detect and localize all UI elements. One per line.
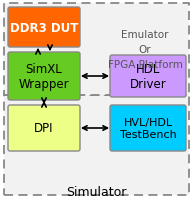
Text: Emulator
Or
FPGA Platform: Emulator Or FPGA Platform [108, 30, 182, 69]
Text: DDR3 DUT: DDR3 DUT [10, 21, 78, 34]
FancyBboxPatch shape [8, 8, 80, 48]
FancyBboxPatch shape [8, 105, 80, 151]
FancyBboxPatch shape [110, 56, 186, 98]
FancyBboxPatch shape [8, 53, 80, 101]
Bar [4, 4, 189, 95]
Text: HVL/HDL
TestBench: HVL/HDL TestBench [120, 118, 176, 139]
FancyBboxPatch shape [110, 105, 186, 151]
Text: SimXL
Wrapper: SimXL Wrapper [19, 63, 69, 91]
Text: HDL
Driver: HDL Driver [130, 63, 166, 91]
Text: Simulator: Simulator [66, 185, 126, 197]
Bar [4, 95, 189, 195]
Text: DPI: DPI [34, 122, 54, 135]
